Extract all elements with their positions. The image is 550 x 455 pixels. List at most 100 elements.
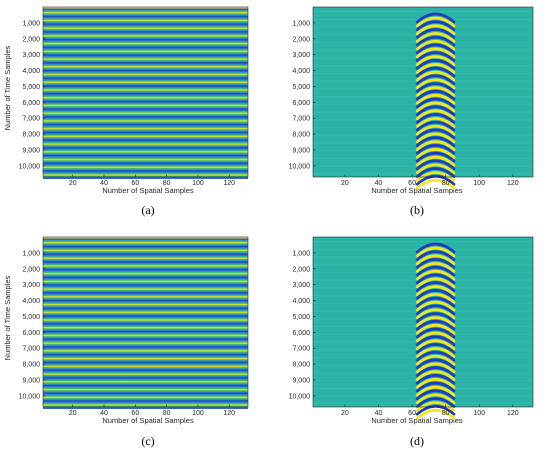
event-arc-peak	[415, 140, 456, 151]
plot-image	[313, 237, 533, 420]
event-arc-peak	[415, 347, 456, 358]
ripple-line	[313, 57, 533, 59]
x-tick-label: 80	[163, 180, 171, 187]
event-arc-peak	[415, 24, 456, 36]
stripe-band	[43, 354, 248, 363]
x-tick-label: 40	[100, 180, 108, 187]
event-arc-trough	[415, 82, 456, 93]
event-arc-peak	[415, 55, 456, 66]
event-arc-peak	[415, 117, 456, 128]
ripple-line	[313, 150, 533, 152]
event-arc-peak	[415, 285, 456, 296]
y-tick-label: 4,000	[22, 68, 40, 75]
x-tick-label: 60	[408, 180, 416, 187]
event-arc-trough	[415, 97, 456, 109]
ripple-line	[313, 49, 533, 51]
x-tick-label: 120	[223, 410, 235, 417]
ripple-line	[313, 287, 533, 289]
ripple-line	[313, 271, 533, 274]
stripe-band	[43, 238, 248, 247]
stripe-band	[43, 346, 248, 355]
ripple-line	[313, 111, 533, 113]
event-arc-peak	[415, 78, 456, 90]
ripple-line	[313, 403, 533, 405]
y-tick-label: 7,000	[292, 116, 310, 123]
stripe-band	[43, 39, 248, 48]
y-tick-label: 8,000	[22, 362, 40, 369]
event-arc-trough	[415, 327, 456, 339]
y-tick-label: 10,000	[289, 163, 311, 170]
event-arc-peak	[415, 86, 456, 97]
stripe-band	[43, 362, 248, 371]
ripple-line	[313, 41, 533, 44]
event-arc-trough	[415, 350, 456, 362]
stripe-band	[43, 54, 248, 63]
ripple-line	[313, 395, 533, 397]
event-arc-trough	[415, 335, 456, 347]
y-tick-label: 4,000	[22, 298, 40, 305]
event-arc-trough	[415, 366, 456, 377]
stripe-band	[43, 338, 248, 348]
stripe-band	[43, 261, 248, 270]
event-arc-peak	[415, 362, 456, 374]
x-tick-label: 120	[507, 180, 519, 187]
x-axis-label: Number of Spatial Samples	[102, 186, 194, 195]
event-arc-peak	[415, 378, 456, 389]
x-tick-label: 120	[507, 410, 519, 417]
event-arc-trough	[415, 273, 456, 285]
ripple-line	[313, 248, 533, 250]
event-arc-trough	[415, 374, 456, 385]
stripe-band	[43, 101, 248, 110]
y-tick-label: 2,000	[22, 266, 40, 273]
event-arc-peak	[415, 178, 456, 190]
ripple-line	[313, 310, 533, 312]
y-tick-label: 6,000	[292, 100, 310, 107]
x-tick-label: 20	[69, 410, 77, 417]
event-arc-trough	[415, 167, 456, 178]
stripe-band	[43, 170, 248, 179]
ripple-line	[313, 256, 533, 258]
event-arc-peak	[415, 370, 456, 381]
y-tick-label: 6,000	[22, 330, 40, 337]
event-arc-trough	[415, 12, 456, 24]
panel-b: Number of Spatial Samples (b) 20 40 60 80 10…	[289, 6, 534, 217]
event-arc-trough	[415, 389, 456, 401]
event-arc-peak	[415, 93, 456, 105]
event-arc-trough	[415, 105, 456, 117]
y-tick-label: 5,000	[292, 84, 310, 91]
ripple-line	[313, 18, 533, 20]
y-tick-label: 9,000	[292, 147, 310, 154]
ripple-line	[313, 126, 533, 129]
panel-caption: (a)	[141, 203, 154, 217]
event-arc-trough	[415, 358, 456, 370]
event-arc-trough	[415, 250, 456, 262]
stripe-band	[43, 284, 248, 293]
stripe-band	[43, 300, 248, 309]
y-tick-label: 2,000	[292, 36, 310, 43]
event-arc-peak	[415, 339, 456, 351]
axes-frame	[42, 236, 249, 408]
y-tick-label: 3,000	[22, 52, 40, 59]
stripe-band	[43, 139, 248, 148]
y-tick-label: 10,000	[19, 163, 41, 170]
event-arc-trough	[415, 20, 456, 32]
event-arc-peak	[415, 101, 456, 113]
y-tick-label: 3,000	[22, 282, 40, 289]
plot-image	[43, 237, 248, 409]
event-arc-trough	[415, 28, 456, 39]
x-tick-label: 100	[192, 180, 204, 187]
event-arc-peak	[415, 269, 456, 281]
x-tick-label: 40	[375, 180, 383, 187]
event-arc-trough	[415, 66, 456, 78]
event-arc-trough	[415, 89, 456, 101]
y-tick-label: 7,000	[292, 346, 310, 353]
event-arc-trough	[415, 136, 456, 147]
panel-caption: (b)	[410, 203, 424, 217]
event-arc-peak	[415, 401, 456, 412]
y-tick-label: 5,000	[22, 314, 40, 321]
event-arc-peak	[415, 148, 456, 159]
event-arc-trough	[415, 159, 456, 171]
event-arc-peak	[415, 408, 456, 420]
stripe-band	[43, 93, 248, 102]
